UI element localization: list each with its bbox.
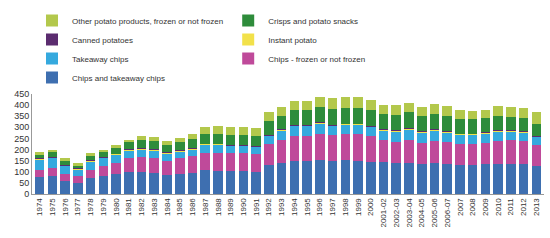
- svg-text:1986: 1986: [188, 198, 197, 216]
- svg-text:1977: 1977: [73, 198, 82, 216]
- svg-text:1981: 1981: [124, 198, 133, 216]
- svg-text:2005-06: 2005-06: [430, 198, 439, 228]
- svg-text:1998: 1998: [341, 198, 350, 216]
- svg-text:2003-04: 2003-04: [405, 198, 414, 228]
- svg-text:2002-03: 2002-03: [392, 198, 401, 228]
- svg-text:1997: 1997: [328, 198, 337, 216]
- svg-text:2009: 2009: [481, 198, 490, 216]
- svg-text:1992: 1992: [265, 198, 274, 216]
- svg-text:350: 350: [14, 111, 29, 121]
- svg-text:1974: 1974: [35, 198, 44, 216]
- svg-text:1983: 1983: [150, 198, 159, 216]
- svg-text:Crisps and potato snacks: Crisps and potato snacks: [268, 17, 358, 26]
- svg-text:1975: 1975: [48, 198, 57, 216]
- svg-text:2007: 2007: [456, 198, 465, 216]
- svg-text:0: 0: [24, 189, 29, 199]
- svg-text:Chips - frozen or not frozen: Chips - frozen or not frozen: [268, 55, 365, 64]
- svg-text:300: 300: [14, 122, 29, 132]
- svg-text:Canned potatoes: Canned potatoes: [72, 36, 133, 45]
- svg-text:Instant potato: Instant potato: [268, 36, 317, 45]
- svg-text:200: 200: [14, 145, 29, 155]
- svg-text:1989: 1989: [226, 198, 235, 216]
- svg-text:2006-07: 2006-07: [443, 198, 452, 228]
- svg-text:1982: 1982: [137, 198, 146, 216]
- svg-text:2011: 2011: [506, 198, 515, 216]
- svg-text:2004-05: 2004-05: [417, 198, 426, 228]
- svg-text:1984: 1984: [163, 198, 172, 216]
- svg-text:2010: 2010: [494, 198, 503, 216]
- svg-text:2000: 2000: [366, 198, 375, 216]
- svg-text:1996: 1996: [315, 198, 324, 216]
- svg-text:Chips and takeaway chips: Chips and takeaway chips: [72, 74, 165, 83]
- svg-text:1980: 1980: [112, 198, 121, 216]
- svg-text:2008: 2008: [468, 198, 477, 216]
- svg-text:1995: 1995: [303, 198, 312, 216]
- svg-text:2013: 2013: [532, 198, 541, 216]
- svg-text:1993: 1993: [277, 198, 286, 216]
- svg-text:450: 450: [14, 89, 29, 99]
- svg-text:1978: 1978: [86, 198, 95, 216]
- svg-text:100: 100: [14, 167, 29, 177]
- svg-text:50: 50: [19, 178, 29, 188]
- svg-text:1976: 1976: [61, 198, 70, 216]
- svg-text:1991: 1991: [252, 198, 261, 216]
- svg-text:1999: 1999: [354, 198, 363, 216]
- svg-text:1987: 1987: [201, 198, 210, 216]
- svg-text:150: 150: [14, 156, 29, 166]
- svg-text:2001-02: 2001-02: [379, 198, 388, 228]
- svg-text:250: 250: [14, 134, 29, 144]
- svg-text:1979: 1979: [99, 198, 108, 216]
- svg-text:1988: 1988: [214, 198, 223, 216]
- svg-text:1985: 1985: [175, 198, 184, 216]
- svg-text:2012: 2012: [519, 198, 528, 216]
- svg-text:Other potato products, frozen: Other potato products, frozen or not fro…: [72, 17, 223, 26]
- svg-text:1990: 1990: [239, 198, 248, 216]
- svg-text:Takeaway chips: Takeaway chips: [72, 55, 128, 64]
- svg-text:400: 400: [14, 100, 29, 110]
- svg-text:1994: 1994: [290, 198, 299, 216]
